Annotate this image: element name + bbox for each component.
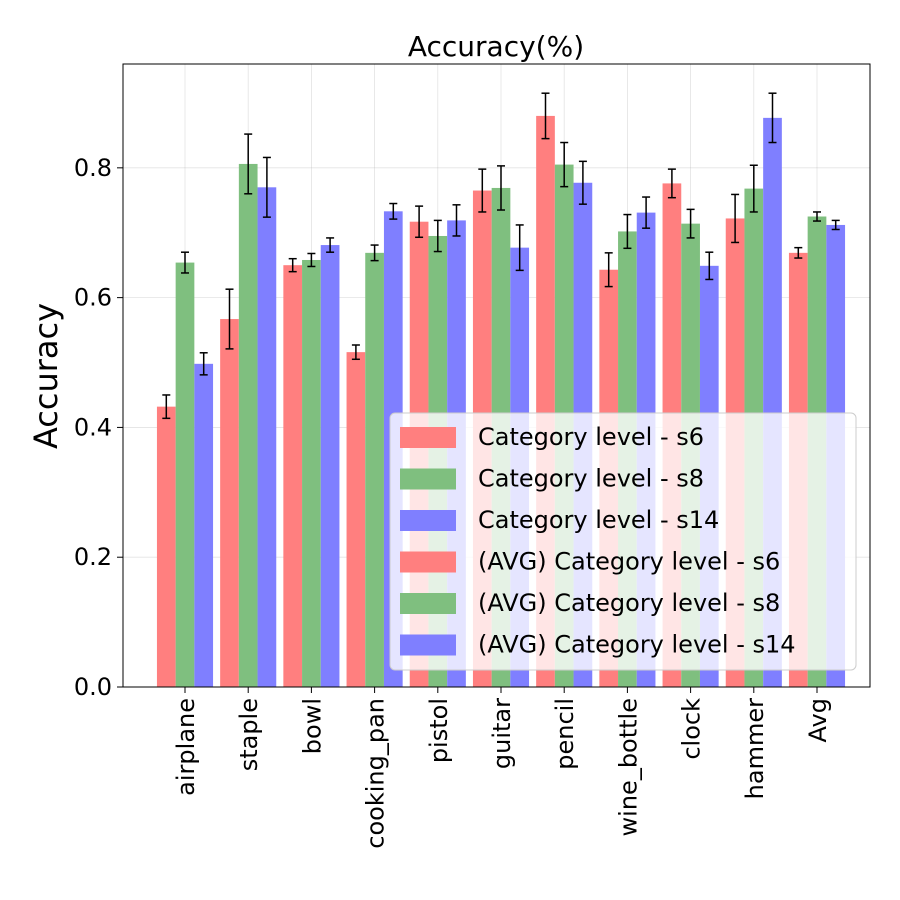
plot-frame (122, 63, 871, 688)
bar (346, 352, 366, 687)
legend-label: (AVG) Category level - s8 (478, 589, 780, 617)
y-axis: 0.0 0.2 0.4 0.6 0.8 (74, 154, 123, 701)
x-tick-label: clock (678, 698, 706, 760)
y-tick-label: 0.0 (74, 673, 112, 701)
bar (320, 245, 340, 687)
bar (175, 262, 195, 687)
x-tick-label: wine_bottle (614, 698, 642, 836)
bar (156, 406, 176, 687)
legend-label: (AVG) Category level - s14 (478, 631, 796, 659)
bar (302, 259, 321, 687)
error-bar-layer (162, 92, 840, 420)
legend-swatch (400, 427, 456, 448)
legend-swatch (400, 510, 456, 531)
x-tick-label: guitar (488, 698, 516, 769)
bar (220, 319, 239, 687)
y-axis-title: Accuracy (27, 303, 65, 449)
chart-title: Accuracy(%) (408, 30, 584, 63)
bar (283, 265, 303, 687)
legend-box (389, 412, 857, 671)
x-tick-label: cooking_pan (362, 698, 390, 849)
y-tick-label: 0.2 (74, 543, 112, 571)
x-axis: airplane staple bowl cooking_pan pistol guita… (172, 687, 832, 849)
bar (238, 163, 258, 688)
x-tick-label: staple (235, 698, 263, 771)
x-tick-label: airplane (172, 698, 200, 796)
x-tick-label: pistol (425, 698, 453, 763)
legend-label: Category level - s14 (478, 506, 719, 534)
y-tick-label: 0.4 (74, 413, 112, 441)
x-tick-label: Avg (804, 698, 832, 742)
y-tick-label: 0.6 (74, 284, 112, 312)
legend-swatch (400, 551, 456, 573)
legend-swatch (400, 593, 456, 614)
x-tick-label: hammer (741, 698, 769, 799)
legend-swatch (400, 634, 456, 656)
x-tick-label: bowl (298, 698, 326, 754)
bar (194, 363, 214, 687)
bar (257, 187, 277, 688)
x-tick-label: pencil (551, 698, 579, 770)
legend-label: (AVG) Category level - s6 (478, 548, 780, 576)
y-tick-label: 0.8 (74, 154, 112, 182)
legend-label: Category level - s8 (478, 465, 704, 493)
bar (365, 252, 384, 688)
legend: Category level - s6 Category level - s8 Ca… (389, 412, 857, 671)
legend-swatch (400, 468, 456, 490)
legend-label: Category level - s6 (478, 423, 704, 451)
